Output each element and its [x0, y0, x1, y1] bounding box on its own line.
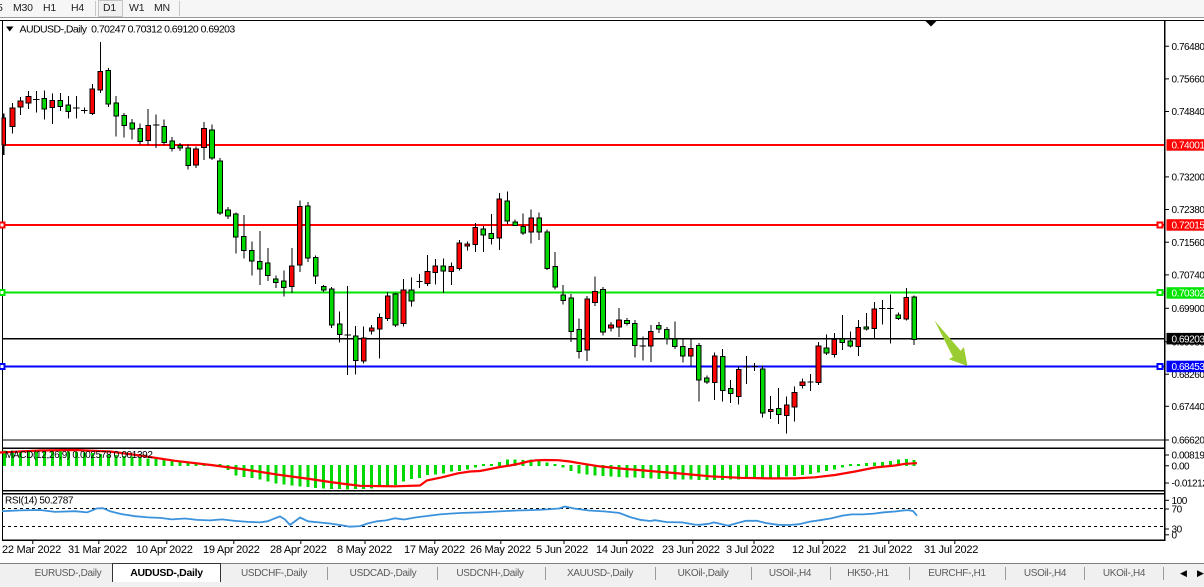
svg-text:0: 0 [1172, 530, 1178, 541]
svg-text:26 May 2022: 26 May 2022 [470, 544, 531, 556]
svg-text:0.75660: 0.75660 [1172, 75, 1204, 86]
svg-text:-0.01212: -0.01212 [1172, 479, 1204, 490]
svg-text:0.73200: 0.73200 [1172, 173, 1204, 184]
svg-text:22 Mar 2022: 22 Mar 2022 [2, 544, 61, 556]
svg-text:5 Jun 2022: 5 Jun 2022 [536, 544, 588, 556]
svg-text:70: 70 [1172, 505, 1183, 516]
svg-text:100: 100 [1172, 496, 1188, 507]
svg-text:0.69203: 0.69203 [1172, 334, 1204, 345]
svg-text:12 Jul 2022: 12 Jul 2022 [792, 544, 846, 556]
svg-text:0.70740: 0.70740 [1172, 271, 1204, 282]
svg-text:0.68260: 0.68260 [1172, 370, 1204, 381]
svg-text:0.68453: 0.68453 [1172, 362, 1204, 373]
svg-text:0.76480: 0.76480 [1172, 42, 1204, 53]
svg-text:17 May 2022: 17 May 2022 [404, 544, 465, 556]
svg-text:0.66620: 0.66620 [1172, 436, 1204, 447]
svg-text:0.69900: 0.69900 [1172, 304, 1204, 315]
svg-text:0.00: 0.00 [1172, 461, 1191, 472]
svg-text:0.67440: 0.67440 [1172, 402, 1204, 413]
svg-text:21 Jul 2022: 21 Jul 2022 [858, 544, 912, 556]
svg-text:0.72015: 0.72015 [1172, 221, 1204, 232]
svg-text:30: 30 [1172, 525, 1183, 536]
svg-text:23 Jun 2022: 23 Jun 2022 [662, 544, 720, 556]
svg-text:0.74840: 0.74840 [1172, 107, 1204, 118]
svg-text:0.71560: 0.71560 [1172, 238, 1204, 249]
svg-text:0.008197: 0.008197 [1172, 451, 1204, 462]
svg-text:31 Jul 2022: 31 Jul 2022 [924, 544, 978, 556]
svg-text:8 May 2022: 8 May 2022 [337, 544, 392, 556]
svg-text:0.72380: 0.72380 [1172, 205, 1204, 216]
svg-text:RSI(14) 50.2787: RSI(14) 50.2787 [5, 496, 74, 507]
svg-text:19 Apr 2022: 19 Apr 2022 [203, 544, 260, 556]
svg-text:28 Apr 2022: 28 Apr 2022 [270, 544, 327, 556]
svg-text:10 Apr 2022: 10 Apr 2022 [136, 544, 193, 556]
svg-text:3 Jul 2022: 3 Jul 2022 [726, 544, 774, 556]
svg-text:AUDUSD-,Daily 0.70247 0.70312: AUDUSD-,Daily 0.70247 0.70312 0.69120 0.… [20, 24, 236, 36]
svg-text:31 Mar 2022: 31 Mar 2022 [68, 544, 127, 556]
svg-text:14 Jun 2022: 14 Jun 2022 [596, 544, 654, 556]
svg-text:MACD(12,26,9) 0.002578 0.00139: MACD(12,26,9) 0.002578 0.001392 [5, 450, 153, 461]
svg-text:0.70302: 0.70302 [1172, 289, 1204, 300]
svg-text:0.74001: 0.74001 [1172, 141, 1204, 152]
